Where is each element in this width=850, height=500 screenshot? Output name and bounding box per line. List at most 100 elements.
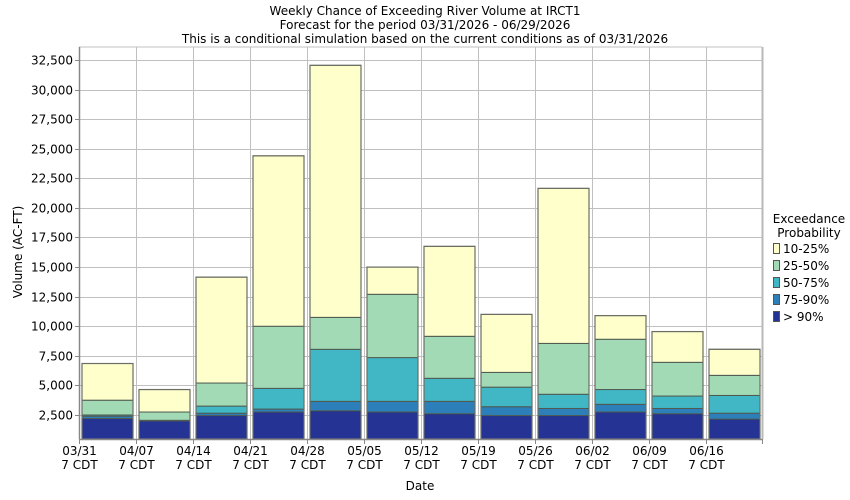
bar-segment: [138, 389, 191, 413]
bar-segment: [480, 406, 533, 417]
x-tick-date: 05/19: [461, 444, 496, 458]
legend-swatch: [773, 294, 780, 305]
y-tick-label: 22,500: [31, 172, 73, 186]
bar-segment: [651, 361, 704, 397]
bar-segment: [252, 325, 305, 389]
legend-item-75-90: 75-90%: [773, 291, 850, 308]
legend-swatch: [773, 277, 780, 288]
y-tick-label: 5,000: [39, 379, 73, 393]
bar-segment: [594, 389, 647, 405]
chart-title: Weekly Chance of Exceeding River Volume …: [269, 4, 581, 18]
bar-segment: [309, 316, 362, 350]
x-tick-time: 7 CDT: [517, 458, 554, 472]
x-tick-time: 7 CDT: [460, 458, 497, 472]
y-tick-label: 2,500: [39, 409, 73, 423]
bar-segment: [708, 394, 761, 414]
bar-segment: [366, 293, 419, 359]
legend-swatch: [773, 243, 780, 254]
bar-segment: [708, 374, 761, 396]
bar-segment: [81, 399, 134, 416]
bar-06-16: [708, 348, 761, 440]
bar-segment: [81, 363, 134, 401]
bar-segment: [366, 400, 419, 413]
x-tick-date: 05/05: [347, 444, 382, 458]
bar-04-21: [252, 155, 305, 440]
bar-segment: [651, 413, 704, 440]
y-tick-label: 32,500: [31, 54, 73, 68]
legend-item-10-25: 10-25%: [773, 240, 850, 257]
bar-segment: [594, 411, 647, 440]
y-tick-label: 17,500: [31, 231, 73, 245]
bar-segment: [594, 338, 647, 391]
bar-segment: [480, 415, 533, 440]
legend-title-line1: Exceedance: [772, 212, 846, 226]
x-tick-time: 7 CDT: [631, 458, 668, 472]
axes: [75, 47, 764, 444]
legend-title-line2: Probability: [777, 226, 841, 240]
bar-segment: [651, 331, 704, 363]
bar-05-05: [366, 266, 419, 440]
legend: Exceedance Probability 10-25% 25-50% 50-…: [768, 212, 850, 325]
bar-segment: [81, 418, 134, 440]
x-tick-date: 04/14: [176, 444, 211, 458]
x-tick-date: 06/09: [632, 444, 667, 458]
bar-segment: [708, 348, 761, 376]
bar-03-31: [81, 362, 134, 440]
bar-segment: [423, 245, 476, 337]
gridlines: [79, 46, 762, 439]
x-tick-time: 7 CDT: [403, 458, 440, 472]
bar-segment: [651, 407, 704, 415]
legend-label: 10-25%: [783, 241, 830, 256]
bar-segment: [594, 403, 647, 413]
bars: [81, 64, 761, 440]
bar-segment: [708, 418, 761, 440]
bar-06-09: [651, 330, 704, 440]
bar-segment: [195, 276, 248, 384]
chart-subtitle-period: Forecast for the period 03/31/2026 - 06/…: [279, 18, 571, 32]
bar-segment: [195, 382, 248, 407]
legend-item-25-50: 25-50%: [773, 257, 850, 274]
bar-04-07: [138, 388, 191, 440]
bar-segment: [138, 420, 191, 440]
y-axis-label: Volume (AC-FT): [11, 206, 25, 299]
legend-item-50-75: 50-75%: [773, 274, 850, 291]
x-tick-time: 7 CDT: [346, 458, 383, 472]
bar-segment: [252, 387, 305, 410]
bar-segment: [537, 415, 590, 440]
legend-item-gt-90: > 90%: [773, 308, 850, 325]
bar-06-02: [594, 314, 647, 440]
bar-segment: [195, 415, 248, 440]
x-tick-time: 7 CDT: [232, 458, 269, 472]
bar-segment: [423, 413, 476, 440]
x-tick-date: 05/26: [518, 444, 553, 458]
bar-05-26: [537, 187, 590, 440]
legend-label: > 90%: [783, 309, 824, 324]
bar-segment: [195, 405, 248, 414]
bar-segment: [366, 266, 419, 295]
bar-segment: [594, 315, 647, 340]
x-tick-time: 7 CDT: [61, 458, 98, 472]
x-tick-time: 7 CDT: [289, 458, 326, 472]
y-tick-label: 30,000: [31, 84, 73, 98]
bar-05-12: [423, 245, 476, 440]
bar-segment: [537, 342, 590, 395]
bar-segment: [309, 348, 362, 402]
bar-segment: [252, 155, 305, 327]
bar-segment: [537, 187, 590, 344]
legend-swatch: [773, 311, 780, 322]
bar-05-19: [480, 313, 533, 440]
y-tick-label: 7,500: [39, 350, 73, 364]
legend-label: 75-90%: [783, 292, 830, 307]
bar-segment: [708, 412, 761, 420]
legend-label: 50-75%: [783, 275, 830, 290]
x-tick-date: 05/12: [404, 444, 439, 458]
bar-segment: [423, 400, 476, 415]
bar-segment: [480, 313, 533, 373]
legend-label: 25-50%: [783, 258, 830, 273]
y-tick-label: 20,000: [31, 202, 73, 216]
x-tick-date: 04/21: [233, 444, 268, 458]
y-tick-label: 15,000: [31, 261, 73, 275]
bar-segment: [423, 377, 476, 402]
y-tick-label: 25,000: [31, 143, 73, 157]
